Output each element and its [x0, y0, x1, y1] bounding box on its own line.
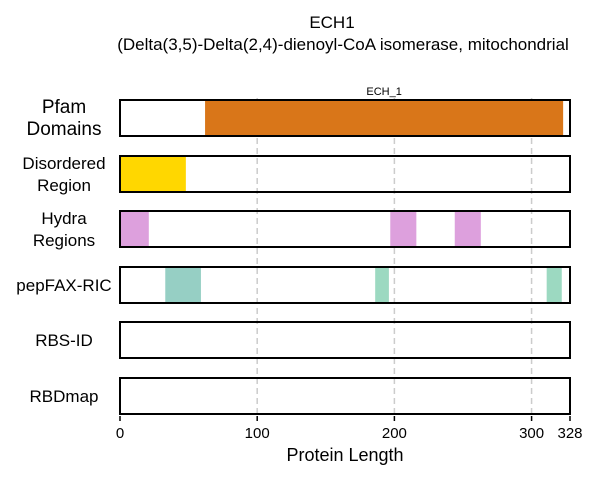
x-axis: 0 100 200 300 328 [116, 416, 583, 442]
feature-segment [375, 267, 389, 303]
feature-segment [454, 211, 481, 247]
track-frame [119, 266, 571, 304]
x-tick-label: 300 [519, 425, 544, 442]
track-label-line: RBS-ID [35, 331, 93, 350]
track-label: Pfam Domains [27, 97, 102, 140]
track-label-line: Domains [27, 119, 102, 140]
x-tick-label: 0 [116, 425, 124, 442]
x-tick-label: 328 [557, 425, 582, 442]
track-frame [119, 155, 571, 193]
x-tick-label: 200 [382, 425, 407, 442]
feature-segment [120, 211, 149, 247]
track-label: Disordered Region [22, 154, 105, 195]
track-label-line: Region [37, 176, 91, 195]
track-frame [119, 210, 571, 248]
feature-segment [165, 267, 201, 303]
track-frame [119, 321, 571, 359]
track-label-line: RBDmap [30, 387, 99, 406]
track-row: RBS-ID [35, 321, 571, 359]
grid-lines [256, 98, 533, 416]
track-row: RBDmap [30, 377, 571, 415]
track-frame [119, 377, 571, 415]
track-row: Hydra Regions [33, 209, 571, 250]
track-label-line: Pfam [42, 97, 86, 118]
track-label-line: Hydra [41, 209, 87, 228]
x-tick-label: 100 [245, 425, 270, 442]
track-label: RBDmap [30, 387, 99, 406]
track-label-line: Regions [33, 231, 95, 250]
track-label: RBS-ID [35, 331, 93, 350]
track-row: ECH_1 Pfam Domains [27, 86, 571, 140]
track-label-line: Disordered [22, 154, 105, 173]
track-label: pepFAX-RIC [16, 276, 111, 295]
x-axis-title: Protein Length [286, 445, 403, 465]
tracks: ECH_1 Pfam Domains Disordered Region Hydra Reg… [16, 86, 571, 415]
feature-segment [390, 211, 417, 247]
track-label-line: pepFAX-RIC [16, 276, 111, 295]
track-frame [119, 99, 571, 137]
track-row: pepFAX-RIC [16, 266, 571, 304]
feature-segment [546, 267, 562, 303]
feature-segment [205, 100, 564, 136]
segment-label: ECH_1 [366, 86, 401, 98]
chart-subtitle: (Delta(3,5)-Delta(2,4)-dienoyl-CoA isome… [117, 35, 569, 54]
track-row: Disordered Region [22, 154, 571, 195]
feature-segment [120, 156, 186, 192]
track-label: Hydra Regions [33, 209, 95, 250]
chart-title: ECH1 [309, 13, 354, 32]
